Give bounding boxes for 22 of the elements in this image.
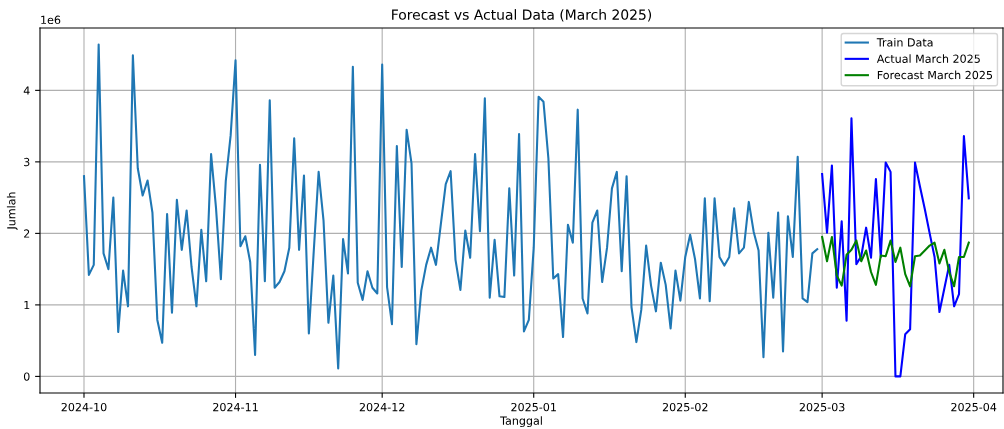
legend-label: Actual March 2025	[876, 54, 980, 63]
x-tick-label: 2024-11	[213, 402, 258, 412]
x-tick-label: 2025-04	[951, 402, 997, 412]
x-tick-label: 2024-12	[359, 402, 405, 412]
x-tick-label: 2024-10	[61, 402, 107, 412]
legend-label: Train Data	[876, 38, 933, 47]
line-series	[821, 117, 970, 378]
text: 1e6	[41, 15, 61, 25]
y-tick-label: 4	[23, 86, 30, 95]
chart-title: Forecast vs Actual Data (March 2025)	[392, 9, 652, 22]
x-tick-label: 2025-02	[662, 402, 708, 412]
legend-label: Forecast March 2025	[877, 70, 993, 80]
x-axis-title: Tanggal	[500, 416, 542, 428]
line-series	[82, 43, 819, 370]
y-tick-label: 3	[24, 157, 30, 167]
x-tick-label: 2025-01	[511, 402, 556, 412]
x-tick-label: 2025-03	[799, 402, 845, 412]
y-axis-title: Jumlah	[6, 192, 18, 231]
y-tick-label: 2	[24, 229, 30, 238]
line-series	[821, 235, 970, 288]
y-tick-label: 1	[24, 301, 30, 310]
y-tick-label: 0	[23, 372, 30, 381]
